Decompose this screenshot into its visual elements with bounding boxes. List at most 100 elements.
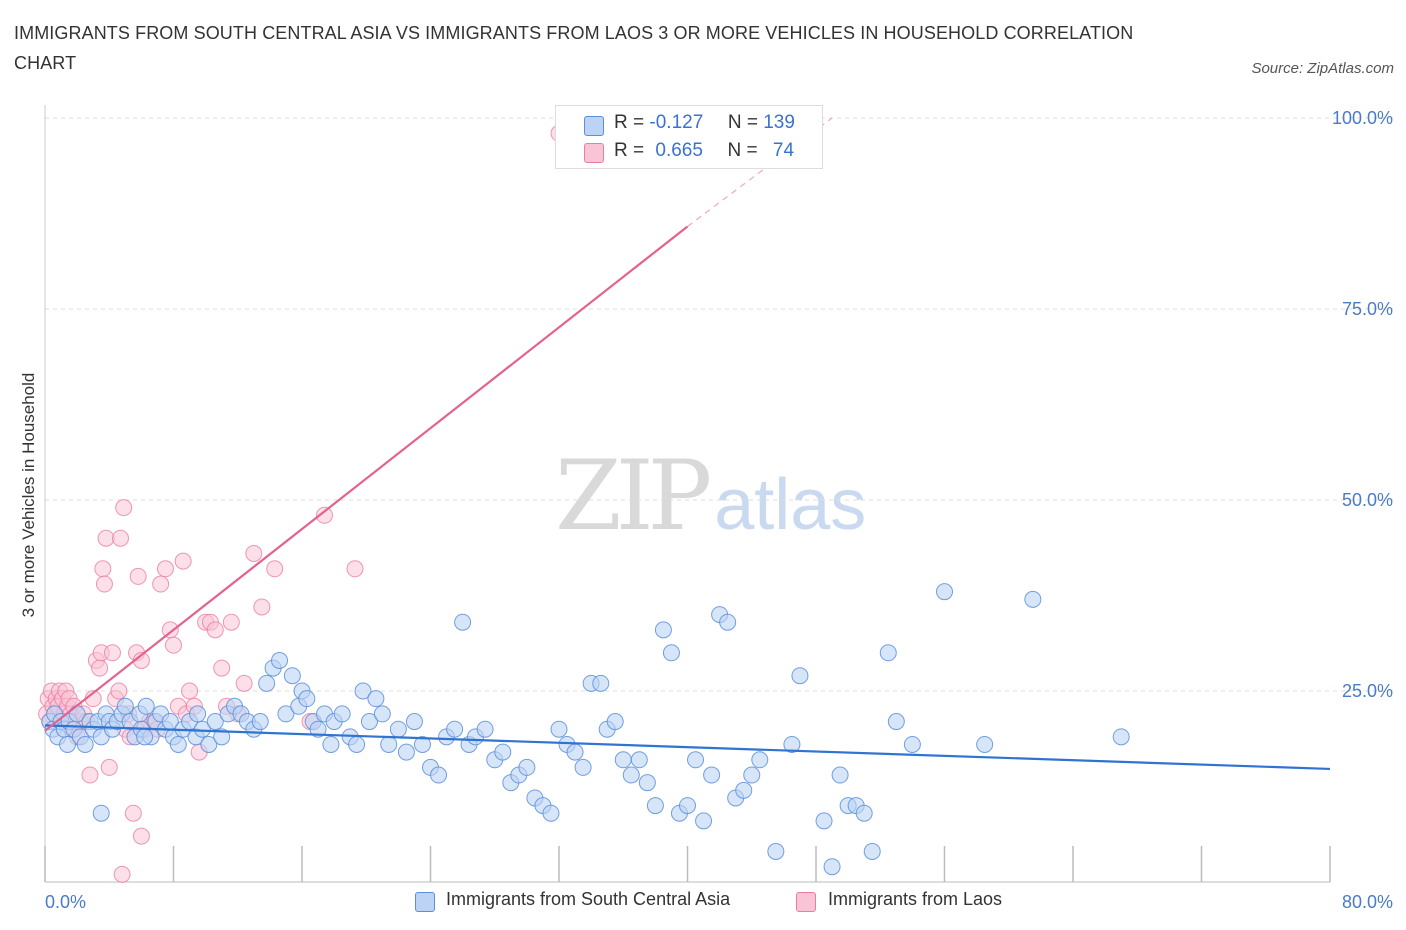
legend-n-value: 139 xyxy=(763,112,795,133)
y-tick-label: 25.0% xyxy=(1342,681,1393,701)
south-central-asia-points xyxy=(41,583,1130,876)
south-central-asia-point xyxy=(348,735,366,753)
south-central-asia-point xyxy=(695,812,713,830)
legend-r-label: R = xyxy=(614,112,645,133)
laos-point xyxy=(91,659,109,677)
laos-point xyxy=(94,560,112,578)
south-central-asia-point xyxy=(550,720,568,738)
south-central-asia-point xyxy=(277,705,295,723)
south-central-asia-point xyxy=(373,705,391,723)
x-tick-label: 80.0% xyxy=(1342,892,1393,912)
south-central-asia-point xyxy=(397,743,415,761)
south-central-asia-point xyxy=(283,667,301,685)
legend-r-label: R = xyxy=(614,140,645,161)
south-central-asia-point xyxy=(831,766,849,784)
south-central-asia-point xyxy=(815,812,833,830)
south-central-asia-point xyxy=(879,644,897,662)
x-tick-label: 0.0% xyxy=(45,892,86,912)
south-central-asia-point xyxy=(719,613,737,631)
south-central-asia-point xyxy=(751,751,769,769)
south-central-asia-point xyxy=(606,713,624,731)
south-central-asia-point xyxy=(92,804,110,822)
legend-row-blue: R = -0.127 N = 139 xyxy=(614,112,795,134)
laos-point xyxy=(315,506,333,524)
south-central-asia-point xyxy=(258,674,276,692)
south-central-asia-point xyxy=(662,644,680,662)
laos-point xyxy=(253,598,271,616)
south-central-asia-point xyxy=(169,735,187,753)
south-central-asia-point xyxy=(476,720,494,738)
watermark-zip: ZIP xyxy=(555,440,712,552)
laos-point xyxy=(111,529,129,547)
south-central-asia-point xyxy=(823,858,841,876)
south-central-asia-point xyxy=(614,751,632,769)
laos-point xyxy=(174,552,192,570)
y-tick-label: 50.0% xyxy=(1342,490,1393,510)
south-central-asia-point xyxy=(703,766,721,784)
chart-title: IMMIGRANTS FROM SOUTH CENTRAL ASIA VS IM… xyxy=(14,23,1134,73)
legend-swatch-blue xyxy=(584,116,604,136)
laos-points xyxy=(38,124,568,883)
south-central-asia-point xyxy=(783,735,801,753)
south-central-asia-point xyxy=(58,735,76,753)
south-central-asia-point xyxy=(592,674,610,692)
watermark-atlas: atlas xyxy=(714,465,867,545)
laos-point xyxy=(100,758,118,776)
south-central-asia-point xyxy=(206,713,224,731)
legend-n-label: N = xyxy=(727,140,758,161)
grid-layer xyxy=(45,117,1395,692)
south-central-asia-point xyxy=(413,735,431,753)
laos-trend-extension xyxy=(687,117,833,227)
laos-point xyxy=(235,674,253,692)
laos-point xyxy=(346,560,364,578)
laos-point xyxy=(245,544,263,562)
south-central-asia-point xyxy=(518,758,536,776)
south-central-asia-point xyxy=(936,583,953,601)
bottom-legend-swatch-pink xyxy=(796,892,816,912)
laos-point xyxy=(206,621,224,639)
legend-n-label: N = xyxy=(727,112,758,133)
source-label: Source: ZipAtlas.com xyxy=(1251,60,1394,77)
laos-point xyxy=(266,560,284,578)
south-central-asia-point xyxy=(76,735,94,753)
south-central-asia-point xyxy=(360,713,378,731)
south-central-asia-point xyxy=(767,842,785,860)
south-central-asia-point xyxy=(654,621,672,639)
south-central-asia-point xyxy=(271,651,289,669)
bottom-legend-series-2: Immigrants from Laos xyxy=(828,889,1003,909)
laos-trend-line xyxy=(44,225,689,732)
south-central-asia-point xyxy=(855,804,873,822)
laos-point xyxy=(110,682,128,700)
south-central-asia-point xyxy=(322,735,340,753)
south-central-asia-point xyxy=(389,720,407,738)
south-central-asia-point xyxy=(791,667,809,685)
south-central-asia-point xyxy=(679,797,696,815)
south-central-asia-point xyxy=(687,751,705,769)
south-central-asia-point xyxy=(189,705,207,723)
laos-point xyxy=(124,804,142,822)
south-central-asia-point xyxy=(1024,590,1042,608)
laos-point xyxy=(103,644,121,662)
south-central-asia-point xyxy=(136,728,154,746)
bottom-legend-series-1: Immigrants from South Central Asia xyxy=(446,889,731,909)
south-central-asia-point xyxy=(863,842,881,860)
legend-row-pink: R = 0.665 N = 74 xyxy=(614,140,794,162)
south-central-asia-point xyxy=(367,690,385,708)
y-tick-label: 100.0% xyxy=(1332,108,1393,128)
south-central-asia-point xyxy=(976,735,994,753)
laos-point xyxy=(156,560,174,578)
tick-labels: 25.0% 50.0% 75.0% 100.0% 0.0% 80.0% xyxy=(45,108,1393,912)
south-central-asia-point xyxy=(743,766,761,784)
south-central-asia-point xyxy=(903,735,921,753)
trend-lines xyxy=(44,117,1331,771)
laos-point xyxy=(181,682,199,700)
south-central-asia-point xyxy=(251,713,269,731)
south-central-asia-point xyxy=(116,697,134,715)
south-central-asia-point xyxy=(542,804,560,822)
south-central-asia-point xyxy=(193,720,211,738)
south-central-asia-point xyxy=(638,774,656,792)
axis-layer xyxy=(44,105,1331,883)
legend-swatch-pink xyxy=(584,143,604,163)
laos-point xyxy=(152,575,170,593)
